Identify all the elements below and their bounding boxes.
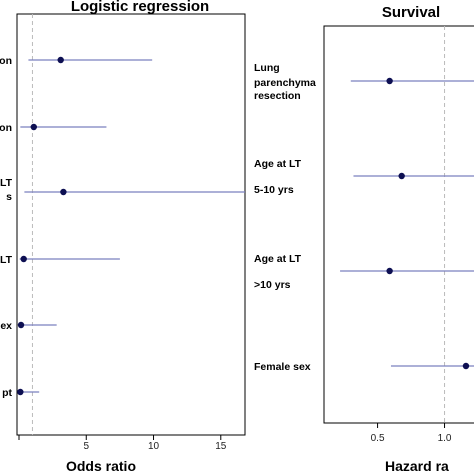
survival-estimate-point: [386, 267, 393, 275]
logistic-x-tick-label: 5: [83, 441, 89, 452]
survival-row-label: Lung parenchyma resection: [254, 62, 316, 102]
logistic-estimate-point: [20, 255, 27, 263]
survival-x-tick-label: 1.0: [438, 433, 452, 444]
survival-panel-frame: [323, 25, 474, 424]
logistic-x-axis-label: Odds ratio: [66, 458, 136, 474]
survival-estimate-point: [398, 172, 405, 180]
survival-row-label: Female sex: [254, 361, 311, 373]
survival-panel: Survival Hazard ra 0.5 1.0 Lung parenchyma…: [254, 4, 474, 474]
survival-panel-title: Survival: [382, 4, 440, 21]
logistic-estimate-point: [17, 321, 25, 329]
logistic-regression-panel: Logistic regression Odds ratio 5 10 15 on o…: [0, 0, 246, 474]
logistic-row-label: on: [0, 55, 12, 67]
logistic-row-label: on: [0, 122, 12, 134]
logistic-estimate-point: [57, 56, 64, 64]
logistic-x-tick-label: 10: [148, 441, 160, 452]
logistic-estimate-point: [30, 123, 37, 131]
survival-x-tick-label: 0.5: [371, 433, 385, 444]
survival-row-label: Age at LT 5-10 yrs: [254, 158, 302, 196]
logistic-row-label: LT s: [0, 177, 13, 203]
survival-x-axis-label: Hazard ra: [385, 458, 449, 474]
logistic-panel-frame: [16, 13, 246, 436]
logistic-estimate-point: [60, 188, 67, 196]
logistic-panel-title: Logistic regression: [71, 0, 209, 15]
survival-estimate-point: [462, 362, 470, 370]
logistic-estimate-point: [17, 388, 24, 396]
logistic-row-label: pt: [2, 387, 12, 399]
logistic-row-label: LT: [0, 254, 13, 266]
survival-row-label: Age at LT >10 yrs: [254, 253, 302, 291]
logistic-row-label: ex: [0, 320, 12, 332]
logistic-x-tick-label: 15: [215, 441, 227, 452]
survival-estimate-point: [386, 77, 393, 85]
